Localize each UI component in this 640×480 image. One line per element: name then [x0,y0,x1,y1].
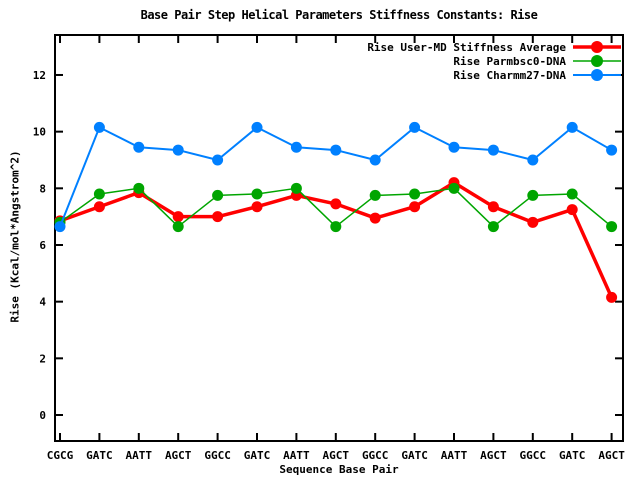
chart-title: Base Pair Step Helical Parameters Stiffn… [140,8,538,22]
data-point-series-2 [172,144,184,156]
data-point-series-2 [54,221,66,233]
data-point-series-0 [93,201,105,213]
legend-marker-2 [591,69,603,81]
data-point-series-1 [448,182,460,194]
data-point-series-1 [133,182,145,194]
x-tick-label: GATC [401,449,428,462]
x-tick-label: GATC [559,449,586,462]
x-tick-label: AATT [441,449,468,462]
data-point-series-2 [369,154,381,166]
data-point-series-0 [527,216,539,228]
data-point-series-2 [133,141,145,153]
data-point-series-0 [330,198,342,210]
x-tick-label: AATT [283,449,310,462]
data-point-series-1 [330,221,342,233]
series-line-2 [59,126,613,228]
data-point-series-1 [212,189,224,201]
data-point-series-1 [409,188,421,200]
x-tick-label: GATC [244,449,271,462]
data-point-series-1 [290,182,302,194]
x-tick-label: CGCG [47,449,74,462]
x-tick-label: GGCC [362,449,389,462]
x-tick-label: GATC [86,449,113,462]
data-point-series-0 [212,211,224,223]
data-point-series-0 [409,201,421,213]
data-point-series-2 [251,121,263,133]
data-point-series-1 [251,188,263,200]
data-point-series-2 [606,144,618,156]
plot-border [54,34,624,442]
legend-label-1: Rise Parmbsc0-DNA [453,55,566,68]
x-tick-label: AGCT [480,449,507,462]
legend-marker-1 [591,55,603,67]
x-tick-label: GGCC [520,449,547,462]
data-point-series-1 [369,189,381,201]
y-tick-label: 6 [39,239,46,252]
data-point-series-2 [290,141,302,153]
data-point-series-0 [487,201,499,213]
y-tick-label: 2 [39,352,46,365]
data-point-series-0 [251,201,263,213]
data-point-series-2 [527,154,539,166]
data-point-series-0 [369,212,381,224]
data-point-series-2 [409,121,421,133]
data-point-series-2 [448,141,460,153]
legend-marker-0 [591,41,603,53]
y-tick-label: 8 [39,182,46,195]
data-point-series-0 [606,291,618,303]
legend-label-0: Rise User-MD Stiffness Average [367,41,566,54]
x-axis-label: Sequence Base Pair [279,463,399,476]
data-point-series-2 [566,121,578,133]
x-tick-label: AGCT [598,449,625,462]
x-tick-label: AATT [126,449,153,462]
data-point-series-1 [566,188,578,200]
y-tick-label: 12 [33,69,46,82]
data-point-series-2 [212,154,224,166]
x-tick-label: AGCT [165,449,192,462]
legend-label-2: Rise Charmm27-DNA [453,69,566,82]
data-point-series-2 [93,121,105,133]
y-axis-label: Rise (Kcal/mol*Angstrom^2) [8,150,22,323]
data-point-series-0 [566,204,578,216]
data-point-series-1 [487,221,499,233]
data-point-series-1 [93,188,105,200]
x-tick-label: AGCT [323,449,350,462]
data-point-series-2 [487,144,499,156]
data-point-series-0 [172,211,184,223]
x-tick-label: GGCC [204,449,231,462]
data-point-series-1 [172,221,184,233]
data-point-series-1 [606,221,618,233]
y-tick-label: 0 [39,409,46,422]
data-point-series-2 [330,144,342,156]
data-point-series-1 [527,189,539,201]
y-tick-label: 4 [39,296,46,309]
y-tick-label: 10 [33,126,46,139]
